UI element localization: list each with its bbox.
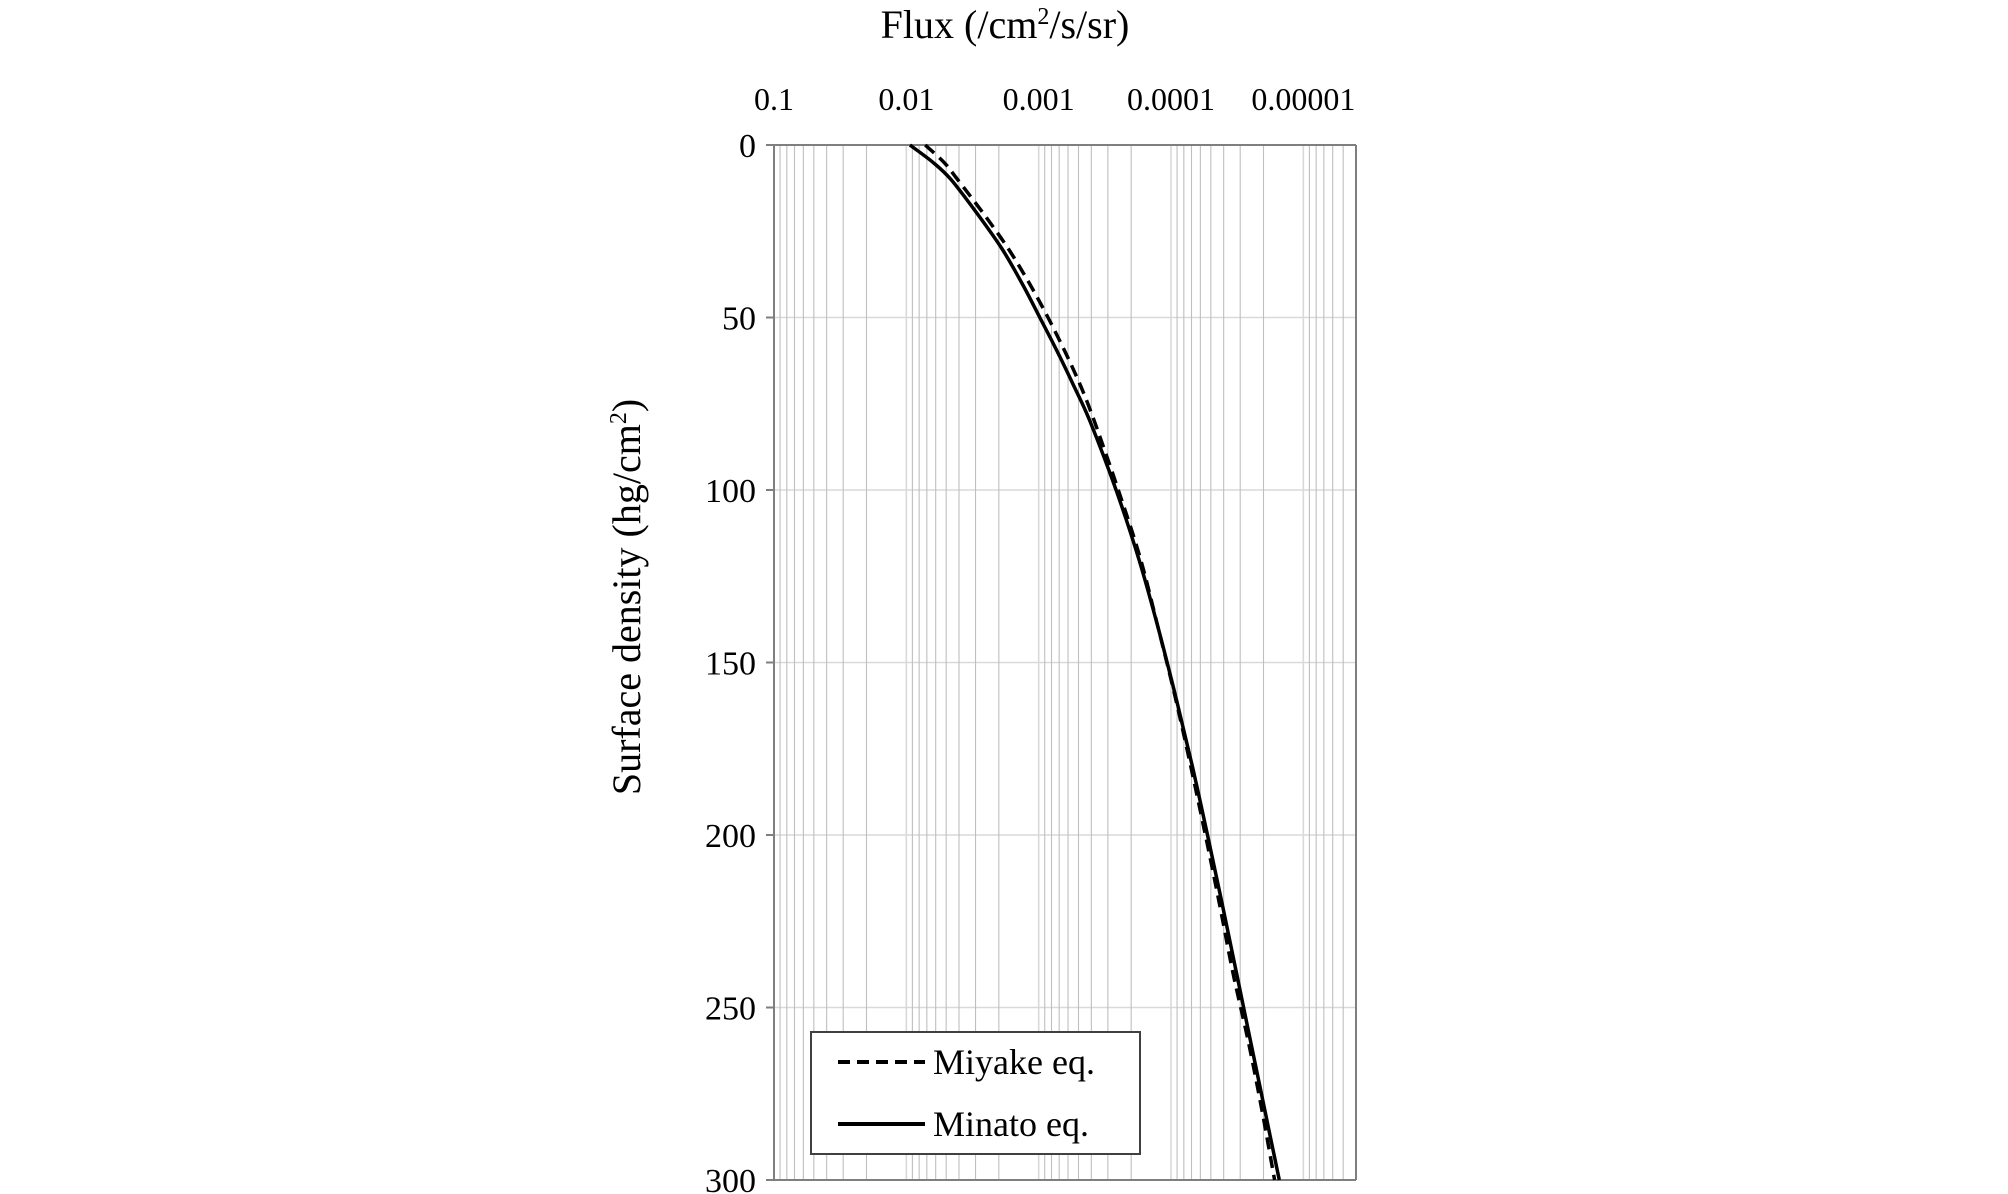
y-axis-title-tail: ) xyxy=(604,399,649,412)
legend-label-minato: Minato eq. xyxy=(933,1104,1089,1144)
y-axis-title-main: Surface density (hg/cm xyxy=(604,424,649,795)
grid-lines xyxy=(774,144,1357,1181)
y-tick-label: 0 xyxy=(739,128,756,165)
axes xyxy=(766,144,1357,1181)
series-line-miyake xyxy=(924,143,1277,1181)
tick-labels: 0 50 100 150 200 250 300 0.1 0.01 0.001 0.0001 0.00… xyxy=(705,81,1355,1194)
x-tick-label: 0.001 xyxy=(1003,81,1075,117)
y-tick-label: 250 xyxy=(705,991,756,1028)
x-tick-label: 0.1 xyxy=(754,81,794,117)
series-line-minato xyxy=(908,143,1282,1181)
y-tick-label: 50 xyxy=(722,301,756,338)
x-axis-title-sup: 2 xyxy=(1037,4,1049,30)
y-tick-label: 150 xyxy=(705,646,756,683)
x-tick-label: 0.00001 xyxy=(1251,81,1355,117)
y-axis-title-sup: 2 xyxy=(606,412,632,424)
legend: Miyake eq. Minato eq. xyxy=(810,1031,1141,1155)
y-tick-label: 300 xyxy=(705,1163,756,1194)
x-tick-label: 0.01 xyxy=(878,81,934,117)
legend-box xyxy=(810,1031,1141,1155)
y-tick-label: 200 xyxy=(705,818,756,855)
x-axis-title-tail: /s/sr) xyxy=(1049,2,1129,47)
y-tick-label: 100 xyxy=(705,473,756,510)
y-axis-title: Surface density (hg/cm2) xyxy=(604,399,649,795)
series-lines xyxy=(908,143,1282,1181)
legend-label-miyake: Miyake eq. xyxy=(933,1042,1095,1082)
x-axis-title: Flux (/cm2/s/sr) xyxy=(881,2,1130,47)
x-tick-label: 0.0001 xyxy=(1127,81,1215,117)
x-axis-title-main: Flux (/cm xyxy=(881,2,1038,47)
